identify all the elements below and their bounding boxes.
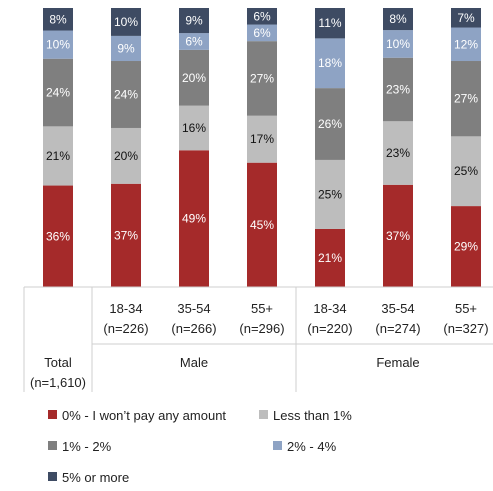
bar-segment — [247, 162, 277, 287]
legend-label: 1% - 2% — [62, 439, 112, 454]
legend-label: 2% - 4% — [287, 439, 337, 454]
legend-label: 0% - I won’t pay any amount — [62, 408, 226, 423]
bar-segment — [111, 61, 141, 128]
data-label: 29% — [454, 240, 478, 254]
data-label: 8% — [389, 12, 407, 26]
x-tick-label: (n=266) — [171, 321, 216, 336]
x-tick-label: 55+ — [455, 301, 477, 316]
bar-segment — [179, 150, 209, 287]
bar-segment — [43, 30, 73, 59]
group-label: Female — [376, 355, 419, 370]
x-tick-label: (n=220) — [307, 321, 352, 336]
data-label: 9% — [185, 14, 203, 28]
bar-segment — [315, 228, 345, 287]
data-label: 49% — [182, 212, 206, 226]
bar-segment — [247, 115, 277, 163]
data-label: 27% — [250, 71, 274, 85]
legend-swatch — [48, 441, 57, 450]
bar-segment — [383, 184, 413, 287]
data-label: 23% — [386, 146, 410, 160]
bar-segment — [451, 136, 481, 207]
bar-segment — [111, 8, 141, 36]
data-label: 20% — [182, 71, 206, 85]
bar-segment — [247, 41, 277, 116]
data-label: 6% — [253, 9, 271, 23]
x-tick-label: 18-34 — [313, 301, 346, 316]
data-label: 8% — [49, 12, 67, 26]
data-label: 25% — [318, 187, 342, 201]
bar-segment — [179, 105, 209, 151]
x-tick-label: (n=226) — [103, 321, 148, 336]
x-tick-label: (n=274) — [375, 321, 420, 336]
data-label: 6% — [253, 26, 271, 40]
data-label: 24% — [46, 86, 70, 100]
data-label: 20% — [114, 149, 138, 163]
bar-segment — [111, 127, 141, 184]
x-tick-label: 35-54 — [381, 301, 414, 316]
data-label: 36% — [46, 229, 70, 243]
data-label: 37% — [114, 228, 138, 242]
data-label: 23% — [386, 82, 410, 96]
bar-segment — [111, 35, 141, 62]
bar-segment — [451, 8, 481, 28]
legend-swatch — [259, 410, 268, 419]
x-tick-label: Total — [44, 355, 72, 370]
group-label: Male — [180, 355, 208, 370]
bar-segment — [315, 159, 345, 229]
data-label: 7% — [457, 11, 475, 25]
legend-label: 5% or more — [62, 470, 129, 485]
bar-segment — [43, 185, 73, 287]
data-label: 21% — [318, 251, 342, 265]
bar-segment — [451, 206, 481, 287]
data-label: 24% — [114, 87, 138, 101]
data-label: 45% — [250, 218, 274, 232]
bar-segment — [179, 8, 209, 34]
bar-segment — [179, 33, 209, 50]
bar-segment — [43, 8, 73, 31]
data-label: 27% — [454, 92, 478, 106]
x-tick-label: 55+ — [251, 301, 273, 316]
data-label: 10% — [46, 38, 70, 52]
data-label: 21% — [46, 149, 70, 163]
bar-segment — [315, 38, 345, 89]
data-label: 12% — [454, 37, 478, 51]
bar-segment — [247, 8, 277, 25]
bar-segment — [247, 24, 277, 42]
data-label: 9% — [117, 41, 135, 55]
bar-segment — [43, 58, 73, 127]
data-label: 26% — [318, 117, 342, 131]
bar-segment — [315, 8, 345, 39]
bar-segment — [383, 57, 413, 122]
x-tick-label: 18-34 — [109, 301, 142, 316]
data-label: 17% — [250, 132, 274, 146]
bar-segment — [383, 121, 413, 185]
bar-segment — [111, 183, 141, 287]
bar-segment — [451, 61, 481, 137]
data-label: 25% — [454, 164, 478, 178]
data-label: 11% — [318, 16, 341, 30]
legend-swatch — [48, 410, 57, 419]
bar-segment — [315, 88, 345, 160]
data-label: 6% — [185, 34, 203, 48]
data-label: 37% — [386, 229, 410, 243]
legend-label: Less than 1% — [273, 408, 352, 423]
x-tick-label: (n=1,610) — [30, 375, 86, 390]
bar-segment — [383, 30, 413, 58]
legend-swatch — [273, 441, 282, 450]
bar-segment — [383, 8, 413, 31]
x-tick-label: (n=327) — [443, 321, 488, 336]
legend-swatch — [48, 472, 57, 481]
data-label: 18% — [318, 56, 342, 70]
x-tick-label: (n=296) — [239, 321, 284, 336]
bar-segment — [43, 126, 73, 186]
data-label: 16% — [182, 121, 206, 135]
data-label: 10% — [114, 15, 138, 29]
bar-segment — [451, 27, 481, 62]
data-label: 10% — [386, 37, 410, 51]
x-tick-label: 35-54 — [177, 301, 210, 316]
bar-segment — [179, 49, 209, 106]
